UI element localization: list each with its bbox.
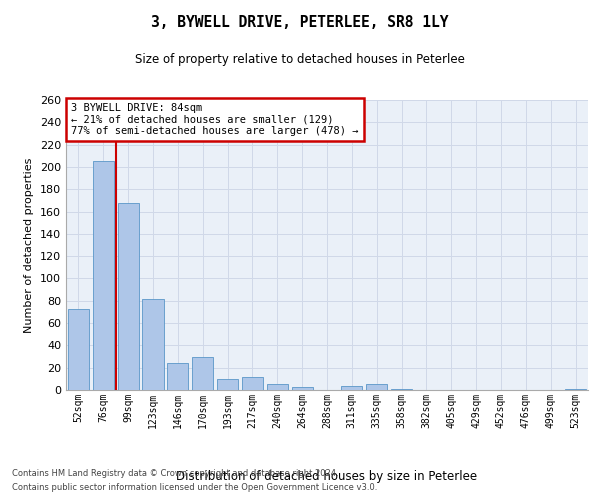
Bar [217, 379, 238, 390]
Bar [341, 386, 362, 390]
Bar [192, 356, 213, 390]
Text: Contains HM Land Registry data © Crown copyright and database right 2024.: Contains HM Land Registry data © Crown c… [12, 468, 338, 477]
Bar [292, 386, 313, 390]
Bar [142, 298, 164, 390]
Text: 3 BYWELL DRIVE: 84sqm
← 21% of detached houses are smaller (129)
77% of semi-det: 3 BYWELL DRIVE: 84sqm ← 21% of detached … [71, 103, 359, 136]
Text: Contains public sector information licensed under the Open Government Licence v3: Contains public sector information licen… [12, 484, 377, 492]
X-axis label: Distribution of detached houses by size in Peterlee: Distribution of detached houses by size … [176, 470, 478, 482]
Bar [68, 308, 89, 390]
Y-axis label: Number of detached properties: Number of detached properties [25, 158, 34, 332]
Bar [267, 384, 288, 390]
Text: Size of property relative to detached houses in Peterlee: Size of property relative to detached ho… [135, 52, 465, 66]
Bar [93, 162, 114, 390]
Bar [391, 389, 412, 390]
Text: 3, BYWELL DRIVE, PETERLEE, SR8 1LY: 3, BYWELL DRIVE, PETERLEE, SR8 1LY [151, 15, 449, 30]
Bar [242, 376, 263, 390]
Bar [565, 389, 586, 390]
Bar [118, 202, 139, 390]
Bar [366, 384, 387, 390]
Bar [167, 363, 188, 390]
